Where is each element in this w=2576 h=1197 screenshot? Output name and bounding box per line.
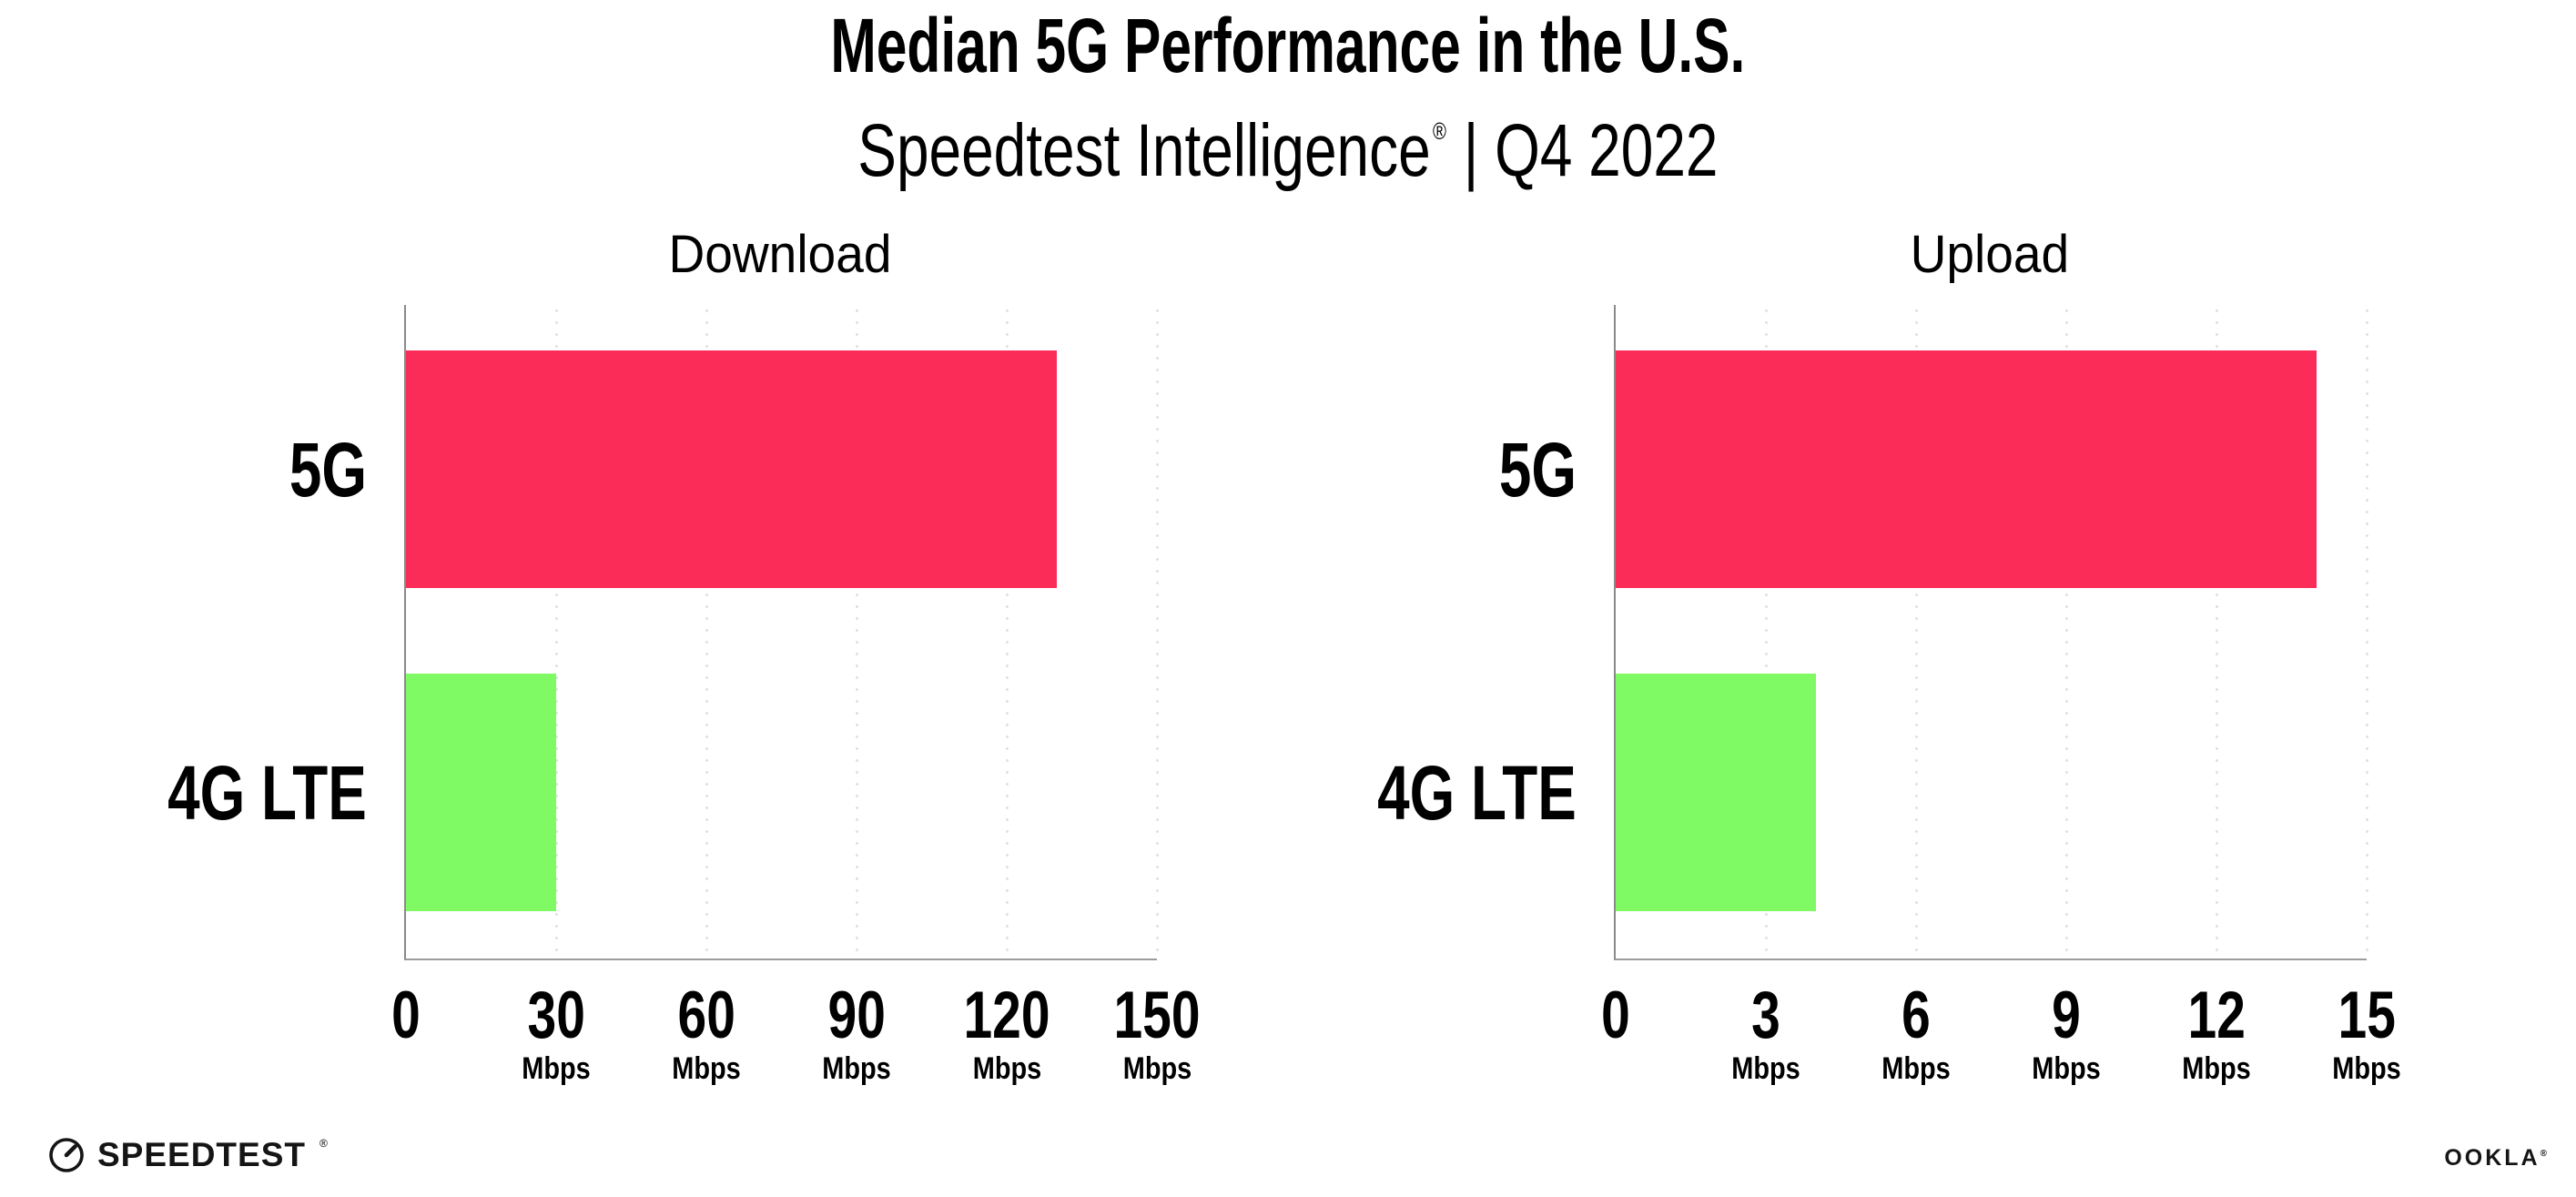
gridline-15 [2365,305,2368,959]
category-label-4g-lte: 4G LTE [1377,750,1577,836]
download-x-axis: 0 30 Mbps 60 Mbps 90 Mbps 120 Mbps 150 Mbps [391,979,1200,1146]
speedtest-gauge-icon [47,1136,86,1174]
ookla-logo: OOKLA® [2444,1145,2547,1172]
category-label-5g: 5G [289,427,367,512]
gridline-6 [1914,305,1918,959]
gridline-3 [1764,305,1768,959]
bar-4g-lte-download [406,674,556,911]
ookla-registered-icon: ® [2540,1149,2547,1159]
speedtest-registered-icon: ® [319,1137,328,1150]
gridline-150 [1155,305,1159,959]
bar-4g-lte-upload [1616,674,1816,911]
x-tick-6: 6 Mbps [1881,979,1951,1086]
x-tick-15: 15 Mbps [2332,979,2401,1086]
upload-chart-title: Upload [1910,225,2069,284]
x-tick-30: 30 Mbps [522,979,591,1086]
x-tick-3: 3 Mbps [1731,979,1800,1086]
download-chart-title: Download [667,225,892,284]
gridline-12 [2215,305,2218,959]
upload-plot-area: 5G 4G LTE [1377,305,2368,960]
page-title-text: Median 5G Performance in the U.S. [830,3,1746,88]
upload-chart: Upload 5G 4G LTE 0 3 Mbps 6 Mbps 9 Mbps 12 Mbps 15… [1377,225,2401,1193]
gridline-60 [705,305,708,959]
download-chart: Download 5G 4G LTE 0 30 Mbps 60 Mbps 90 Mbps 120… [167,225,1200,1193]
speedtest-logo: SPEEDTEST ® [47,1136,328,1174]
gridline-90 [855,305,858,959]
ookla-wordmark: OOKLA [2444,1145,2541,1171]
page-title: Median 5G Performance in the U.S. [0,7,2576,84]
registered-trademark-icon: ® [1433,117,1447,145]
bar-5g-download [406,350,1057,588]
gridline-30 [554,305,558,959]
x-tick-9: 9 Mbps [2032,979,2101,1086]
x-tick-90: 90 Mbps [822,979,891,1086]
x-tick-150: 150 Mbps [1113,979,1201,1086]
upload-x-axis: 0 3 Mbps 6 Mbps 9 Mbps 12 Mbps 15 Mbps [1601,979,2401,1146]
x-tick-0: 0 [1601,979,1630,1052]
x-tick-0: 0 [391,979,421,1052]
gridline-120 [1005,305,1009,959]
gridline-9 [2064,305,2068,959]
subtitle-brand: Speedtest Intelligence [857,109,1431,192]
bar-5g-upload [1616,350,2317,588]
x-tick-120: 120 Mbps [963,979,1050,1086]
category-label-5g: 5G [1498,427,1577,512]
x-tick-60: 60 Mbps [672,979,741,1086]
x-tick-12: 12 Mbps [2182,979,2251,1086]
download-plot-area: 5G 4G LTE [167,305,1159,960]
category-label-4g-lte: 4G LTE [167,750,367,836]
subtitle-period: | Q4 2022 [1463,109,1719,192]
page-subtitle: Speedtest Intelligence® | Q4 2022 [0,94,2576,188]
speedtest-wordmark: SPEEDTEST [97,1136,306,1173]
